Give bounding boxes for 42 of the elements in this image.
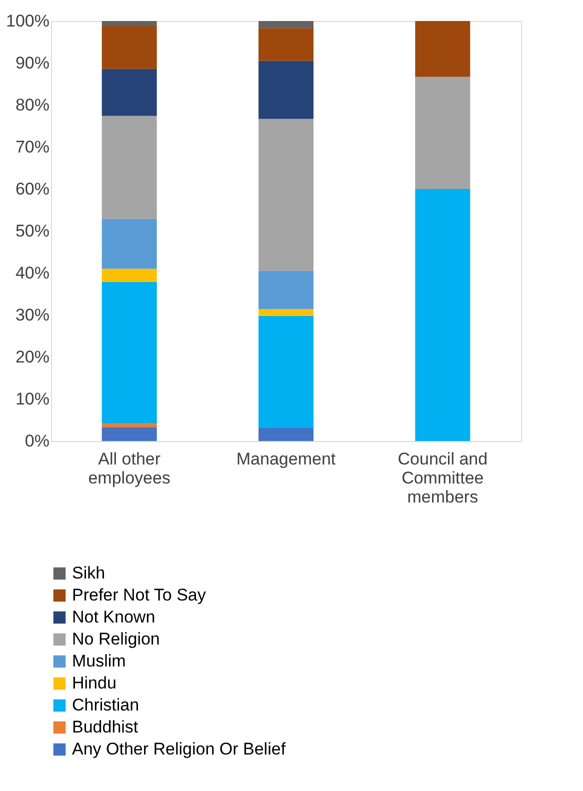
y-tick-label: 80%	[15, 96, 50, 114]
y-tick-label: 90%	[15, 54, 50, 72]
bar	[258, 60, 314, 119]
bar	[102, 116, 157, 219]
bar	[102, 218, 157, 269]
bar	[258, 21, 314, 28]
legend-label: Christian	[72, 696, 140, 714]
bar	[102, 282, 157, 424]
bar	[102, 68, 157, 116]
y-tick-label: 10%	[15, 390, 50, 408]
legend-label: Any Other Religion Or Belief	[72, 740, 286, 758]
y-tick-label: 40%	[15, 264, 50, 282]
bar	[258, 309, 314, 316]
y-tick-label: 0%	[24, 432, 50, 450]
bar	[415, 21, 470, 77]
bar	[258, 118, 314, 271]
y-tick-label: 20%	[15, 348, 50, 366]
bar	[102, 26, 157, 69]
legend-label: Hindu	[72, 674, 116, 692]
bar	[102, 268, 157, 282]
bar	[258, 270, 314, 310]
bar	[415, 189, 470, 441]
legend-label: Prefer Not To Say	[72, 586, 206, 604]
bar	[258, 28, 314, 61]
bar	[102, 427, 157, 441]
legend-label: Buddhist	[72, 718, 138, 736]
y-tick-label: 30%	[15, 306, 50, 324]
x-tick-label: All other employees	[88, 450, 170, 488]
legend-label: Muslim	[72, 652, 126, 670]
y-tick-label: 70%	[15, 138, 50, 156]
legend-label: Sikh	[72, 564, 106, 582]
bar	[258, 428, 314, 441]
bar	[258, 316, 314, 428]
bar	[102, 21, 157, 26]
legend-label: No Religion	[72, 630, 160, 648]
y-tick-label: 50%	[15, 222, 50, 240]
y-tick-label: 100%	[6, 12, 50, 30]
y-tick-label: 60%	[15, 180, 50, 198]
x-tick-label: Management	[236, 450, 336, 468]
x-tick-label: Council and Committee members	[398, 450, 488, 506]
bar	[415, 76, 470, 189]
legend-label: Not Known	[72, 608, 156, 626]
